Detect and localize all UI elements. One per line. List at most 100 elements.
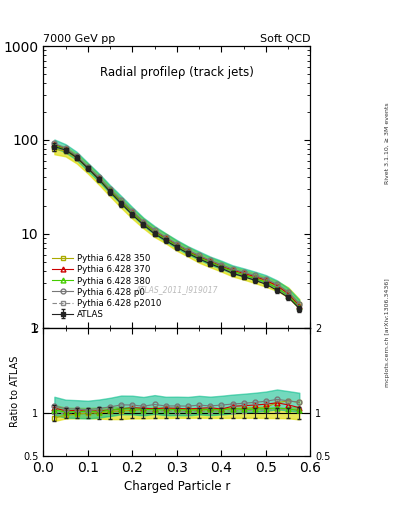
Pythia 6.428 370	[85, 164, 90, 170]
Pythia 6.428 p0	[275, 281, 279, 287]
Line: Pythia 6.428 p0: Pythia 6.428 p0	[52, 141, 302, 306]
Pythia 6.428 350	[230, 268, 235, 274]
Pythia 6.428 370	[185, 248, 190, 254]
Pythia 6.428 380	[241, 272, 246, 278]
Pythia 6.428 p0	[219, 262, 224, 268]
Pythia 6.428 370	[163, 235, 168, 241]
Pythia 6.428 370	[252, 273, 257, 280]
Pythia 6.428 350	[208, 259, 213, 265]
Pythia 6.428 350	[297, 301, 302, 307]
Pythia 6.428 p2010	[108, 188, 112, 194]
Pythia 6.428 380	[252, 275, 257, 282]
Pythia 6.428 350	[264, 279, 268, 285]
Pythia 6.428 370	[275, 283, 279, 289]
Text: mcplots.cern.ch [arXiv:1306.3436]: mcplots.cern.ch [arXiv:1306.3436]	[385, 279, 389, 387]
Pythia 6.428 380	[264, 279, 268, 285]
Pythia 6.428 370	[297, 303, 302, 309]
Pythia 6.428 350	[63, 148, 68, 154]
Pythia 6.428 350	[174, 243, 179, 249]
Pythia 6.428 p2010	[275, 286, 279, 292]
Pythia 6.428 370	[119, 199, 123, 205]
Pythia 6.428 p2010	[163, 237, 168, 243]
Pythia 6.428 p0	[197, 252, 202, 259]
Pythia 6.428 380	[286, 292, 290, 298]
Pythia 6.428 p2010	[74, 155, 79, 161]
Pythia 6.428 370	[264, 277, 268, 283]
Pythia 6.428 370	[197, 253, 202, 260]
Legend: Pythia 6.428 350, Pythia 6.428 370, Pythia 6.428 380, Pythia 6.428 p0, Pythia 6.: Pythia 6.428 350, Pythia 6.428 370, Pyth…	[50, 252, 163, 321]
Pythia 6.428 350	[185, 248, 190, 254]
Pythia 6.428 p0	[52, 140, 57, 146]
Pythia 6.428 370	[97, 175, 101, 181]
Pythia 6.428 370	[219, 263, 224, 269]
Pythia 6.428 p2010	[197, 255, 202, 261]
Pythia 6.428 p2010	[230, 269, 235, 275]
Pythia 6.428 350	[130, 210, 135, 217]
Pythia 6.428 380	[152, 229, 157, 236]
Pythia 6.428 370	[241, 270, 246, 276]
Pythia 6.428 380	[130, 209, 135, 216]
Pythia 6.428 380	[108, 187, 112, 194]
Pythia 6.428 350	[85, 165, 90, 172]
Pythia 6.428 p0	[286, 289, 290, 295]
Pythia 6.428 350	[108, 188, 112, 194]
Pythia 6.428 p2010	[297, 304, 302, 310]
Pythia 6.428 p0	[174, 241, 179, 247]
Pythia 6.428 380	[208, 259, 213, 265]
Pythia 6.428 350	[74, 155, 79, 161]
Pythia 6.428 p2010	[97, 176, 101, 182]
Pythia 6.428 p0	[163, 234, 168, 240]
Pythia 6.428 p0	[97, 174, 101, 180]
Text: Rivet 3.1.10, ≥ 3M events: Rivet 3.1.10, ≥ 3M events	[385, 102, 389, 184]
Pythia 6.428 p2010	[185, 249, 190, 255]
Pythia 6.428 p2010	[174, 244, 179, 250]
Pythia 6.428 350	[119, 200, 123, 206]
Pythia 6.428 350	[163, 235, 168, 241]
Pythia 6.428 p0	[63, 145, 68, 151]
Pythia 6.428 380	[63, 146, 68, 153]
Pythia 6.428 380	[74, 154, 79, 160]
Pythia 6.428 380	[119, 199, 123, 205]
Pythia 6.428 370	[130, 209, 135, 215]
Pythia 6.428 p0	[74, 153, 79, 159]
Pythia 6.428 380	[185, 249, 190, 255]
Pythia 6.428 370	[52, 141, 57, 147]
Pythia 6.428 380	[85, 164, 90, 170]
Pythia 6.428 p2010	[85, 165, 90, 172]
Line: Pythia 6.428 370: Pythia 6.428 370	[52, 142, 302, 308]
Text: Soft QCD: Soft QCD	[260, 33, 310, 44]
Pythia 6.428 p0	[252, 272, 257, 279]
Text: ATLAS_2011_I919017: ATLAS_2011_I919017	[136, 285, 218, 294]
Pythia 6.428 350	[197, 254, 202, 261]
Pythia 6.428 370	[208, 258, 213, 264]
Pythia 6.428 p0	[230, 266, 235, 272]
Pythia 6.428 p2010	[130, 210, 135, 217]
Text: Radial profileρ (track jets): Radial profileρ (track jets)	[100, 66, 254, 79]
Pythia 6.428 p0	[208, 258, 213, 264]
Pythia 6.428 350	[275, 283, 279, 289]
Pythia 6.428 380	[219, 264, 224, 270]
Pythia 6.428 p2010	[241, 272, 246, 279]
Pythia 6.428 p0	[108, 186, 112, 192]
Pythia 6.428 350	[52, 146, 57, 152]
Pythia 6.428 370	[174, 242, 179, 248]
Pythia 6.428 370	[141, 220, 146, 226]
Line: Pythia 6.428 380: Pythia 6.428 380	[52, 143, 302, 310]
Line: Pythia 6.428 350: Pythia 6.428 350	[52, 146, 302, 306]
Pythia 6.428 380	[275, 285, 279, 291]
Text: 7000 GeV pp: 7000 GeV pp	[43, 33, 116, 44]
Pythia 6.428 p2010	[152, 230, 157, 236]
Pythia 6.428 380	[97, 176, 101, 182]
Pythia 6.428 p0	[241, 269, 246, 275]
Pythia 6.428 p2010	[264, 280, 268, 286]
Pythia 6.428 380	[230, 268, 235, 274]
Pythia 6.428 p2010	[63, 147, 68, 154]
Pythia 6.428 p2010	[219, 264, 224, 270]
Pythia 6.428 380	[163, 236, 168, 242]
Pythia 6.428 p0	[141, 219, 146, 225]
Pythia 6.428 p0	[152, 227, 157, 233]
Line: Pythia 6.428 p2010: Pythia 6.428 p2010	[52, 144, 302, 310]
Pythia 6.428 p2010	[141, 221, 146, 227]
Pythia 6.428 p0	[119, 197, 123, 203]
Pythia 6.428 350	[152, 229, 157, 235]
